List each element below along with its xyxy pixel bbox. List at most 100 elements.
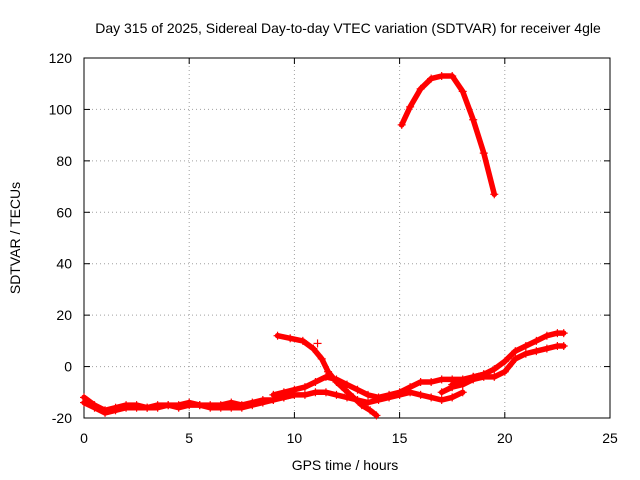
- data-point: [372, 411, 381, 420]
- data-point: [290, 390, 299, 399]
- series-track-late-low: [437, 342, 568, 397]
- data-point: [309, 344, 318, 353]
- data-point: [273, 331, 282, 340]
- x-tick-label: 10: [287, 430, 303, 446]
- y-tick-labels: -20 0 20 40 60 80 100 120: [49, 50, 73, 426]
- data-point: [479, 370, 488, 379]
- data-point: [311, 378, 320, 386]
- data-point: [206, 403, 215, 412]
- y-tick-label: 100: [49, 101, 73, 117]
- chart-title: Day 315 of 2025, Sidereal Day-to-day VTE…: [95, 20, 601, 36]
- data-point: [395, 390, 404, 399]
- data-point: [427, 393, 436, 402]
- data-point: [300, 390, 309, 399]
- data-point: [397, 120, 406, 129]
- data-point: [437, 375, 446, 384]
- x-tick-labels: 0 5 10 15 20 25: [80, 430, 618, 446]
- data-point: [227, 403, 236, 412]
- data-point: [366, 406, 375, 415]
- data-point: [364, 390, 373, 399]
- grid: [84, 58, 610, 418]
- data-point: [511, 354, 520, 363]
- data-point: [321, 388, 330, 397]
- data-point: [427, 74, 436, 83]
- x-tick-label: 15: [392, 430, 408, 446]
- data-point: [500, 367, 509, 376]
- data-point: [340, 385, 349, 394]
- data-point: [500, 357, 509, 366]
- data-point: [286, 334, 295, 343]
- data-point: [448, 375, 457, 384]
- x-tick-label: 25: [602, 430, 618, 446]
- data-point: [317, 354, 326, 363]
- ticks: [83, 57, 611, 419]
- data-point: [153, 403, 162, 412]
- data-point: [324, 367, 333, 376]
- data-point: [248, 401, 257, 410]
- data-point: [216, 403, 225, 412]
- y-tick-label: 60: [56, 204, 72, 220]
- data-point: [437, 396, 446, 404]
- data-point: [343, 380, 351, 389]
- data-series: [80, 72, 568, 420]
- data-point: [521, 349, 530, 358]
- y-tick-label: 120: [49, 50, 73, 66]
- data-point: [332, 375, 341, 384]
- data-point: [521, 342, 530, 350]
- data-point: [490, 372, 499, 381]
- data-point: [343, 393, 351, 402]
- data-point: [416, 378, 425, 386]
- data-point: [469, 115, 478, 124]
- data-point: [298, 336, 307, 345]
- data-point: [353, 396, 362, 404]
- plot-frame: [83, 57, 611, 419]
- data-point: [532, 336, 541, 345]
- data-point: [437, 72, 446, 80]
- data-point: [490, 190, 499, 199]
- outlier-point: [313, 339, 322, 348]
- data-point: [122, 403, 131, 412]
- series-track-high-arc: [397, 72, 499, 199]
- data-point: [237, 403, 246, 412]
- data-point: [311, 388, 320, 397]
- outlier-points: [313, 339, 322, 348]
- series-track-early-2: [80, 396, 278, 417]
- data-point: [111, 406, 120, 415]
- y-tick-label: -20: [52, 410, 72, 426]
- data-point: [532, 347, 541, 356]
- data-point: [258, 398, 267, 407]
- x-tick-label: 20: [497, 430, 513, 446]
- data-point: [332, 390, 341, 399]
- data-point: [479, 149, 488, 158]
- data-point: [458, 375, 467, 384]
- y-tick-label: 80: [56, 153, 72, 169]
- data-point: [490, 365, 499, 374]
- data-point: [448, 393, 457, 402]
- series-line: [398, 73, 498, 198]
- x-tick-label: 5: [185, 430, 193, 446]
- data-point: [101, 408, 110, 417]
- data-point: [269, 396, 278, 404]
- data-point: [321, 372, 330, 381]
- data-point: [279, 393, 288, 402]
- data-point: [416, 84, 425, 93]
- data-point: [406, 388, 415, 397]
- data-point: [164, 401, 173, 410]
- data-point: [542, 344, 551, 353]
- y-axis-label: SDTVAR / TECUs: [7, 182, 23, 294]
- y-tick-label: 20: [56, 307, 72, 323]
- data-point: [458, 87, 467, 96]
- data-point: [174, 403, 183, 412]
- x-axis-label: GPS time / hours: [292, 457, 399, 473]
- y-tick-label: 0: [64, 359, 72, 375]
- data-point: [143, 403, 152, 412]
- y-tick-label: 40: [56, 256, 72, 272]
- data-point: [427, 378, 436, 386]
- data-point: [185, 401, 194, 410]
- data-point: [385, 393, 394, 402]
- x-tick-label: 0: [80, 430, 88, 446]
- data-point: [559, 342, 568, 350]
- data-point: [90, 403, 99, 412]
- data-point: [300, 383, 309, 392]
- data-point: [353, 385, 362, 394]
